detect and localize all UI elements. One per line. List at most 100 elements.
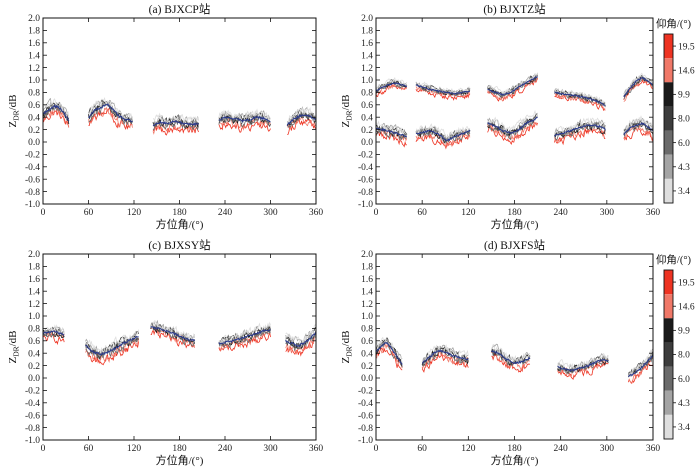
colorbar-swatch	[664, 414, 673, 439]
colorbar-2: 19.5 14.6 9.9 8.0 6.0 4.3 3.4 仰角/(°)	[656, 253, 695, 440]
y-tick-label: -0.6	[25, 411, 40, 421]
elevation-line	[218, 121, 271, 133]
mean-line	[43, 104, 70, 122]
elevation-line	[376, 122, 408, 138]
elevation-line	[554, 93, 606, 111]
segment-3	[491, 343, 531, 373]
colorbar-tick-label: 3.4	[678, 423, 690, 433]
elevation-line	[487, 113, 538, 137]
elevation-line	[285, 335, 316, 351]
colorbar-swatch	[664, 58, 673, 83]
plot-area	[376, 336, 653, 385]
colorbar-swatch	[664, 366, 673, 391]
elevation-line	[554, 117, 606, 136]
y-tick-label: 1.4	[28, 51, 40, 61]
y-tick-label: 0.6	[361, 101, 373, 111]
x-tick-label: 60	[417, 208, 427, 218]
colorbar-tick-label: 8.0	[678, 115, 690, 125]
plot-area	[43, 319, 316, 366]
elevation-line	[43, 108, 70, 128]
x-tick-label: 120	[127, 208, 142, 218]
x-tick-label: 240	[554, 444, 569, 454]
x-tick-label: 180	[172, 208, 187, 218]
elevation-line	[152, 116, 199, 131]
panel-title: (c) BJXSY站	[148, 238, 211, 252]
y-tick-label: 0.6	[361, 337, 373, 347]
elevation-line	[623, 76, 653, 100]
mean-line	[376, 341, 403, 365]
mean-line	[285, 332, 316, 347]
elevation-line	[491, 343, 531, 364]
elevation-line	[376, 120, 407, 136]
colorbar-title: 仰角/(°)	[656, 253, 692, 266]
y-tick-label: 0.0	[361, 374, 373, 384]
y-tick-label: 1.2	[28, 300, 40, 310]
segment-6	[376, 120, 408, 148]
colorbar-tick-label: 6.0	[678, 139, 690, 149]
y-tick-label: -0.2	[358, 387, 373, 397]
segment-2	[421, 344, 469, 373]
mean-line	[218, 329, 271, 345]
mean-line	[88, 103, 133, 123]
x-tick-label: 120	[461, 444, 476, 454]
y-tick-label: 0.6	[28, 101, 40, 111]
y-tick-label: 0.2	[361, 362, 373, 372]
segment-4	[218, 321, 271, 352]
segment-4	[554, 88, 606, 112]
x-tick-label: 300	[263, 208, 278, 218]
x-tick-label: 120	[461, 208, 476, 218]
plot-frame	[42, 253, 317, 441]
mean-line	[623, 76, 653, 98]
colorbar-tick-label: 4.3	[678, 399, 690, 409]
y-tick-label: 1.2	[361, 300, 373, 310]
segment-2	[415, 81, 471, 101]
elevation-line	[421, 344, 469, 363]
elevation-line	[285, 323, 316, 346]
y-tick-label: -0.2	[25, 151, 40, 161]
y-tick-label: 0.8	[361, 325, 373, 335]
colorbar-tick-label: 19.5	[678, 42, 695, 52]
y-tick-label: 1.8	[361, 27, 373, 37]
y-tick-label: 1.6	[361, 275, 373, 285]
x-tick-label: 180	[172, 444, 187, 454]
plot-area	[376, 72, 653, 150]
y-tick-label: 0.4	[361, 113, 373, 123]
elevation-line	[218, 321, 271, 346]
y-tick-label: -0.4	[358, 163, 373, 173]
segment-8	[487, 109, 538, 145]
elevation-line	[487, 109, 538, 132]
x-tick-label: 60	[84, 444, 94, 454]
colorbar-tick-label: 6.0	[678, 375, 690, 385]
segment-7	[415, 123, 471, 150]
segment-3	[150, 319, 196, 349]
y-tick-label: -0.2	[358, 151, 373, 161]
y-tick-label: 2.0	[28, 250, 40, 260]
segment-5	[285, 323, 316, 357]
elevation-line	[88, 101, 133, 126]
colorbar-swatch	[664, 130, 673, 155]
segment-5	[286, 106, 316, 135]
mean-line	[286, 113, 316, 126]
colorbar-swatch	[664, 82, 673, 107]
x-tick-label: 60	[84, 208, 94, 218]
y-tick-label: 0.0	[28, 374, 40, 384]
elevation-line	[554, 88, 606, 104]
y-tick-label: 0.2	[28, 126, 40, 136]
y-tick-label: -0.6	[358, 411, 373, 421]
elevation-line	[415, 81, 471, 94]
mean-line	[218, 115, 271, 123]
y-tick-label: -1.0	[358, 436, 373, 446]
plot-frame	[375, 17, 654, 205]
elevation-line	[491, 343, 531, 365]
x-tick-label: 0	[41, 208, 46, 218]
segment-10	[623, 115, 653, 142]
mean-line	[43, 330, 65, 336]
segment-1	[376, 336, 403, 371]
elevation-line	[218, 108, 271, 124]
segment-3	[152, 112, 199, 136]
mean-line	[422, 349, 469, 364]
elevation-line	[218, 328, 271, 349]
elevation-line	[218, 332, 271, 352]
segment-5	[627, 348, 653, 385]
mean-line	[554, 91, 606, 107]
